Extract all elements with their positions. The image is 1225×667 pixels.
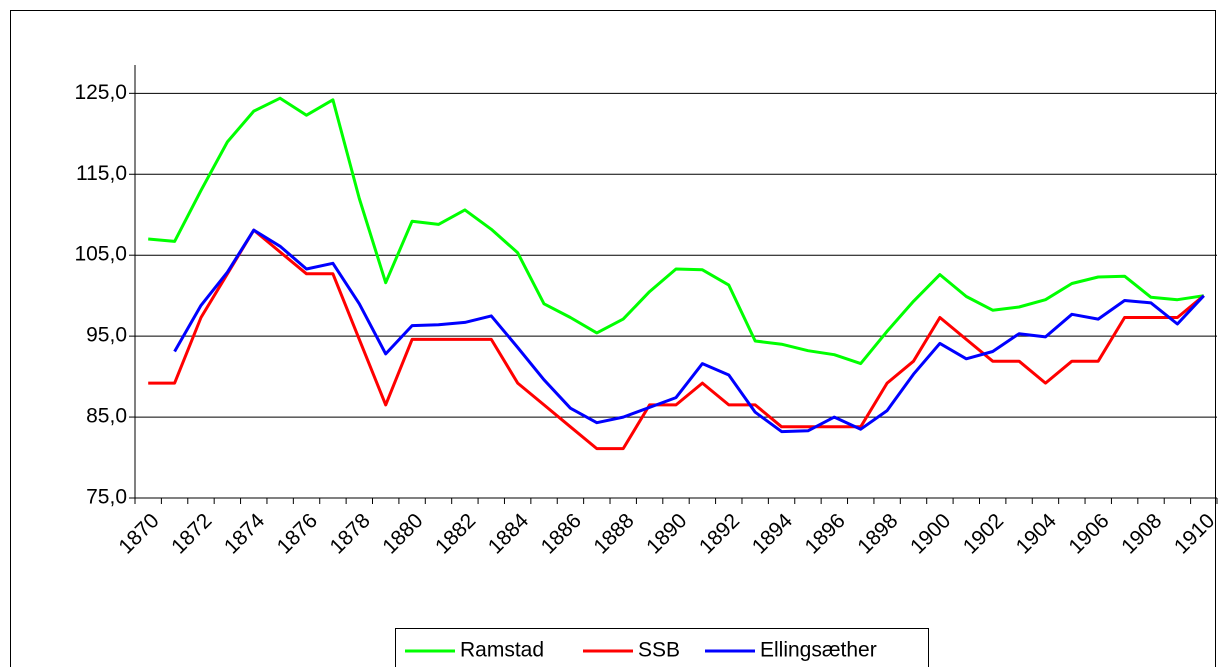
y-tick-label: 115,0 <box>76 162 127 185</box>
chart-frame <box>10 10 1216 667</box>
y-tick-label: 125,0 <box>74 81 127 104</box>
y-tick-label: 85,0 <box>86 405 127 428</box>
y-tick-label: 75,0 <box>86 486 127 509</box>
series-line <box>148 96 1205 366</box>
legend-label: Ramstad <box>460 639 544 662</box>
y-tick-label: 95,0 <box>86 324 127 347</box>
series-line <box>173 228 1205 434</box>
legend <box>395 628 929 667</box>
legend-label: SSB <box>638 639 680 662</box>
y-tick-label: 105,0 <box>74 243 127 266</box>
series-line <box>148 228 1205 451</box>
legend-label: Ellingsæther <box>760 639 877 662</box>
